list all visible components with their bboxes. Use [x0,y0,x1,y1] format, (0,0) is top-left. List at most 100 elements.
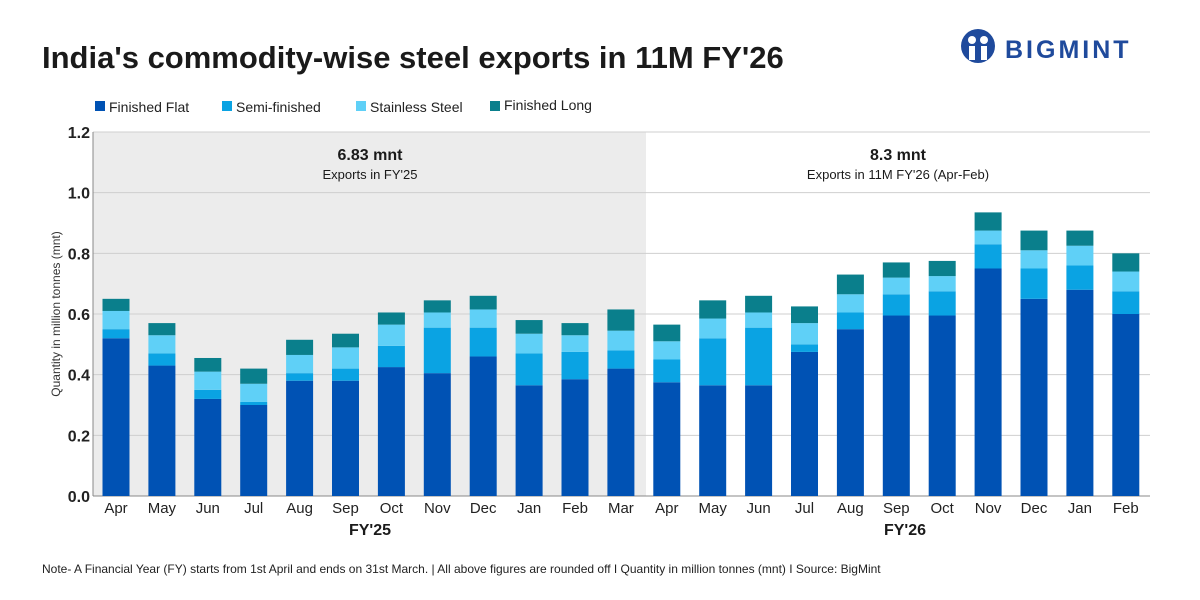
x-tick-label: Apr [655,500,678,517]
bar-finished-long [836,274,864,295]
x-tick-label: May [699,500,728,517]
legend-swatch [222,101,232,111]
bar-finished-flat [469,356,497,496]
logo-mark-icon [961,29,995,63]
bar-semi-finished [653,359,681,383]
group-axis-label: FY'25 [349,522,391,539]
bar-finished-flat [882,315,910,496]
bar-finished-flat [102,338,130,496]
footnote: Note- A Financial Year (FY) starts from … [42,562,881,576]
y-axis-label: Quantity in million tonnes (mnt) [49,231,63,396]
x-tick-label: Jun [196,500,220,517]
bar-finished-long [1020,230,1048,251]
logo: BIGMINT [961,29,1132,64]
bar-semi-finished [332,368,359,381]
bar-finished-flat [836,329,864,496]
group-total-caption: Exports in 11M FY'26 (Apr-Feb) [807,167,989,182]
bar-finished-flat [515,385,543,496]
group-total-value: 8.3 mnt [870,147,927,164]
x-tick-label: Sep [332,500,359,517]
bar-finished-long [1112,253,1140,272]
bar-finished-flat [607,368,635,496]
bar-finished-flat [148,365,176,496]
bar-stainless-steel [423,312,451,328]
bar-finished-flat [745,385,773,496]
y-tick-label: 1.2 [68,125,90,142]
bar-semi-finished [561,351,589,380]
group-axis-label: FY'26 [884,522,926,539]
bar-stainless-steel [148,335,176,354]
x-tick-label: Jul [795,500,814,517]
bar-finished-long [377,312,405,325]
x-tick-label: Jan [517,500,541,517]
bar-semi-finished [194,389,222,399]
bar-semi-finished [1066,265,1094,290]
bar-stainless-steel [607,330,635,351]
bar-finished-flat [653,382,681,496]
bar-finished-long [332,333,359,348]
legend-label: Stainless Steel [370,99,463,115]
bar-stainless-steel [240,383,268,402]
bar-finished-long [653,324,681,342]
bar-semi-finished [699,338,727,386]
bar-finished-long [194,357,222,372]
bar-finished-long [882,262,910,278]
x-tick-label: Nov [975,500,1002,517]
bar-semi-finished [1112,291,1140,314]
bar-stainless-steel [286,354,314,374]
bar-finished-flat [699,385,727,496]
bar-stainless-steel [791,323,818,345]
y-tick-label: 0.6 [68,307,90,324]
bar-finished-long [561,323,589,336]
legend-label: Finished Flat [109,99,189,115]
bar-semi-finished [286,373,314,381]
bar-semi-finished [240,401,268,405]
legend-label: Finished Long [504,97,592,113]
bar-semi-finished [148,353,176,366]
bar-finished-long [423,300,451,313]
bar-finished-flat [240,405,268,496]
bar-semi-finished [102,329,130,339]
bar-finished-flat [928,315,956,496]
bar-stainless-steel [194,371,222,390]
bar-stainless-steel [1020,250,1048,269]
bar-stainless-steel [469,309,497,328]
bar-stainless-steel [745,312,773,328]
bar-finished-long [974,212,1002,231]
y-tick-label: 0.2 [68,428,90,445]
bar-finished-flat [286,380,314,496]
legend: Finished Flat Semi-finished Stainless Stee… [95,97,592,115]
legend-swatch [95,101,105,111]
bar-finished-flat [791,351,818,496]
bar-finished-long [745,295,773,313]
bar-stainless-steel [1112,271,1140,292]
x-tick-label: Oct [380,500,404,517]
bar-semi-finished [423,327,451,374]
bar-stainless-steel [377,324,405,346]
legend-swatch [356,101,366,111]
bar-finished-flat [377,367,405,496]
y-tick-label: 0.0 [68,489,90,506]
bar-stainless-steel [1066,245,1094,266]
x-tick-label: Jan [1068,500,1092,517]
bar-finished-flat [974,268,1002,496]
bar-finished-long [469,295,497,310]
x-tick-label: Feb [562,500,588,517]
x-tick-label: Oct [931,500,955,517]
group-total-value: 6.83 mnt [338,147,404,164]
x-tick-label: Jun [747,500,771,517]
bar-semi-finished [882,294,910,316]
bar-finished-flat [194,398,222,496]
bar-stainless-steel [561,335,589,352]
x-tick-label: May [148,500,177,517]
bar-finished-long [286,339,314,355]
bar-finished-flat [1066,289,1094,496]
bar-stainless-steel [974,230,1002,245]
bar-semi-finished [607,350,635,369]
bar-finished-long [148,323,176,336]
bar-finished-flat [1020,298,1048,496]
x-tick-label: Dec [1021,500,1048,517]
logo-text: BIGMINT [1005,36,1132,64]
bar-finished-long [928,260,956,277]
